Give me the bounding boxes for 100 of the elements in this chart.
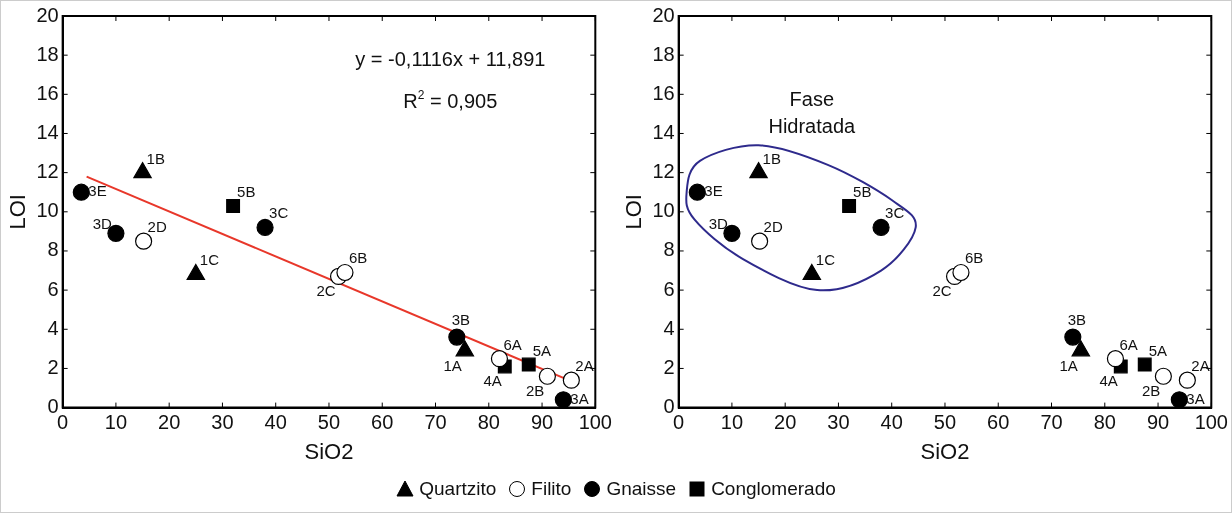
x-tick-label: 70 <box>1040 411 1063 434</box>
annotation: 6A <box>503 335 522 353</box>
y-tick-label: 0 <box>47 395 59 418</box>
annotation: 2A <box>1191 357 1210 375</box>
point <box>1064 328 1082 346</box>
x-tick-label: 100 <box>1194 411 1228 434</box>
point <box>133 162 152 179</box>
annotation: 5A <box>1148 341 1168 359</box>
annotation: 6B <box>964 249 984 267</box>
point <box>1137 357 1152 372</box>
x-tick-label: 10 <box>720 411 744 434</box>
annotation: 1B <box>762 149 781 167</box>
y-axis-title: LOI <box>5 194 31 230</box>
annotation: 3B <box>451 311 470 329</box>
annotation: 2C <box>932 282 952 300</box>
legend-label: Quartzito <box>419 478 497 500</box>
annotation: 1B <box>146 149 165 167</box>
y-tick-label: 6 <box>47 277 59 300</box>
x-tick-label: 80 <box>477 411 500 434</box>
annotation: 3B <box>1067 311 1086 329</box>
annotation: Fase Hidratada <box>768 88 857 138</box>
point <box>256 218 274 237</box>
y-tick-label: 18 <box>652 42 675 65</box>
annotation: y = -0,1116x + 11,891 <box>355 48 546 70</box>
x-axis-title: SiO2 <box>920 438 970 464</box>
point <box>749 162 768 179</box>
y-tick-label: 10 <box>36 199 59 222</box>
y-tick-label: 14 <box>652 121 675 143</box>
point <box>688 183 706 201</box>
point <box>952 263 970 282</box>
y-tick-label: 20 <box>652 3 675 26</box>
point <box>1154 367 1172 385</box>
x-tick-label: 20 <box>774 411 797 434</box>
point <box>751 232 769 250</box>
annotation: 3E <box>88 182 107 200</box>
point <box>872 218 890 237</box>
annotation: 1C <box>199 251 220 269</box>
y-tick-label: 16 <box>36 81 59 104</box>
annotation: 6A <box>1119 335 1138 353</box>
y-tick-label: 4 <box>663 316 675 339</box>
x-tick-label: 30 <box>211 411 234 434</box>
y-tick-label: 0 <box>663 395 675 418</box>
y-tick-label: 12 <box>36 160 59 183</box>
annotation: 2C <box>316 282 336 300</box>
y-tick-label: 8 <box>47 238 59 261</box>
point <box>72 183 90 201</box>
annotation: 3D <box>708 215 729 233</box>
annotation: 4A <box>1099 372 1118 390</box>
annotation: 2B <box>1142 382 1161 400</box>
x-tick-label: 60 <box>371 411 394 434</box>
point <box>226 198 241 213</box>
y-tick-label: 14 <box>36 121 59 143</box>
point <box>521 357 536 372</box>
legend-label: Conglomerado <box>711 478 836 500</box>
x-tick-label: 50 <box>317 411 341 434</box>
x-tick-label: 100 <box>578 411 612 434</box>
x-tick-label: 40 <box>264 411 287 434</box>
annotation: 6B <box>348 249 368 267</box>
annotation: 1A <box>1059 356 1078 374</box>
x-tick-label: 70 <box>424 411 447 434</box>
point <box>554 391 572 408</box>
y-tick-label: 10 <box>652 199 675 222</box>
y-tick-label: 18 <box>36 42 59 65</box>
y-tick-label: 6 <box>663 277 675 300</box>
annotation: 5A <box>532 341 552 359</box>
x-tick-label: 80 <box>1093 411 1116 434</box>
x-tick-label: 40 <box>880 411 903 434</box>
x-tick-label: 20 <box>158 411 181 434</box>
y-tick-label: 4 <box>47 316 59 339</box>
point <box>842 198 857 213</box>
y-tick-label: 20 <box>36 3 59 26</box>
annotation: 3A <box>1186 389 1205 407</box>
annotation: 5B <box>237 182 256 200</box>
legend-label: Filito <box>531 478 572 500</box>
point <box>1106 350 1125 368</box>
y-axis-title: LOI <box>621 194 647 230</box>
annotation: 2A <box>575 357 594 375</box>
point <box>1170 391 1188 408</box>
point <box>135 232 153 250</box>
annotation: 3C <box>885 204 905 222</box>
y-tick-label: 8 <box>663 238 675 261</box>
y-tick-label: 12 <box>652 160 675 183</box>
annotation: 1C <box>815 251 836 269</box>
annotation: 4A <box>483 372 502 390</box>
x-tick-label: 90 <box>530 411 554 434</box>
point <box>490 350 509 368</box>
x-tick-label: 10 <box>104 411 128 434</box>
annotation: 3A <box>570 389 589 407</box>
legend-label: Gnaisse <box>606 478 677 500</box>
point <box>336 263 354 282</box>
x-tick-label: 30 <box>827 411 850 434</box>
annotation: 2D <box>763 218 783 236</box>
point <box>1178 371 1196 389</box>
annotation: 3E <box>704 182 723 200</box>
x-axis-title: SiO2 <box>304 438 354 464</box>
annotation: 5B <box>853 182 872 200</box>
point <box>538 367 556 385</box>
point <box>448 328 466 346</box>
y-tick-label: 2 <box>47 355 59 378</box>
annotation: 3C <box>269 204 289 222</box>
